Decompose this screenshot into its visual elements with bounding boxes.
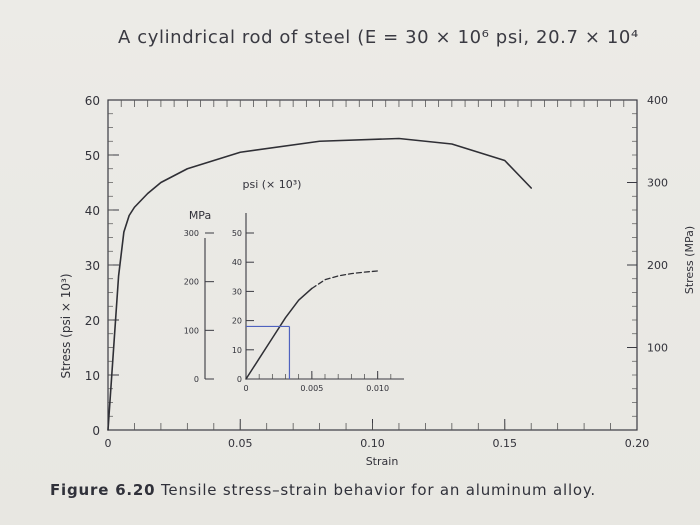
caption-text: Figure 6.20 Tensile stress–strain behavi… [50, 481, 596, 499]
inset-psi-tick-label: 10 [232, 346, 242, 355]
main-y-tick-label: 30 [85, 259, 100, 273]
inset-x-tick-label: 0 [243, 384, 248, 393]
main-x-tick-label: 0.15 [493, 437, 518, 450]
inset-psi-tick-label: 40 [232, 258, 242, 267]
main-y-axis-label: Stress (psi × 10³) [59, 273, 73, 378]
main-y-tick-label: 60 [85, 94, 100, 108]
main-x-tick-label: 0.05 [228, 437, 253, 450]
inset-psi-tick-label: 0 [237, 375, 242, 384]
inset-mpa-tick-label: 300 [184, 229, 199, 238]
main-secondary-axis-label: Stress (MPa) [683, 226, 696, 294]
main-y-tick-label: 40 [85, 204, 100, 218]
inset-mpa-tick-label: 0 [194, 375, 199, 384]
inset-plastic-curve [311, 270, 379, 290]
inset-psi-tick-label: 30 [232, 287, 242, 296]
inset-mpa-tick-label: 200 [184, 278, 199, 287]
header-text: A cylindrical rod of steel (E = 30 × 10⁶… [118, 27, 639, 48]
main-secondary-tick-label: 400 [647, 94, 668, 107]
main-y-tick-label: 10 [85, 369, 100, 383]
main-y-tick-label: 20 [85, 314, 100, 328]
main-secondary-tick-label: 300 [647, 177, 668, 190]
inset-x-tick-label: 0.010 [366, 384, 389, 393]
inset-mpa-axis-label: MPa [189, 209, 211, 222]
inset-psi-tick-label: 20 [232, 317, 242, 326]
inset-x-tick-label: 0.005 [300, 384, 323, 393]
main-y-tick-label: 0 [92, 424, 100, 438]
main-x-tick-label: 0.10 [360, 437, 385, 450]
main-y-tick-label: 50 [85, 149, 100, 163]
main-secondary-tick-label: 200 [647, 259, 668, 272]
inset-psi-axis-label: psi (× 10³) [243, 178, 302, 191]
inset-mpa-tick-label: 100 [184, 326, 199, 335]
main-plot-frame [107, 99, 638, 431]
caption-label: Figure 6.20 [50, 481, 156, 499]
main-stress-strain-curve [107, 137, 533, 431]
main-x-tick-label: 0.20 [625, 437, 650, 450]
main-secondary-tick-label: 100 [647, 342, 668, 355]
main-x-axis-label: Strain [366, 455, 399, 468]
inset-elastic-curve [245, 287, 313, 380]
caption-body: Tensile stress–strain behavior for an al… [161, 481, 596, 499]
inset-psi-tick-label: 50 [232, 229, 242, 238]
main-x-tick-label: 0 [105, 437, 112, 450]
